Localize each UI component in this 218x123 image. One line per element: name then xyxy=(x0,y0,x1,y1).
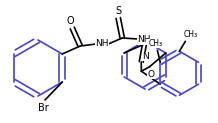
Text: O: O xyxy=(66,16,74,26)
Text: S: S xyxy=(115,6,121,16)
Text: NH: NH xyxy=(95,39,109,48)
Text: CH₃: CH₃ xyxy=(183,30,198,39)
Text: N: N xyxy=(142,52,149,61)
Text: CH₃: CH₃ xyxy=(148,39,162,48)
Text: NH: NH xyxy=(138,36,151,45)
Text: Br: Br xyxy=(38,103,48,113)
Text: O: O xyxy=(147,70,154,79)
